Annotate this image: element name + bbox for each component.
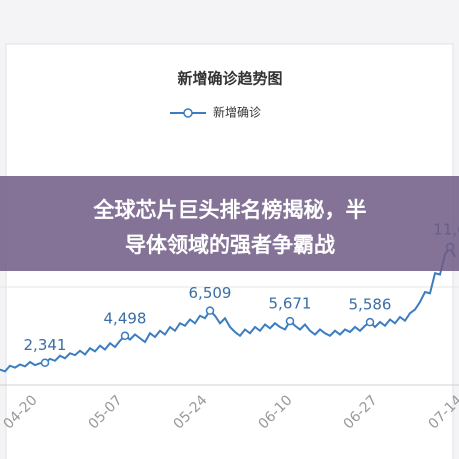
point — [40, 358, 50, 367]
data-label: 4,498 — [104, 309, 147, 327]
point — [365, 317, 375, 327]
data-label: 2,341 — [24, 336, 67, 354]
data-label: 5,671 — [269, 295, 312, 313]
line — [0, 245, 456, 373]
point — [120, 331, 130, 341]
data-label: 5,586 — [349, 296, 392, 314]
chart-title: 新增确诊趋势图 — [177, 70, 282, 88]
data-label: 6,509 — [189, 284, 232, 302]
banner-line: 导体领域的强者争霸战 — [125, 233, 335, 257]
banner-line: 全球芯片巨头排名榜揭秘，半 — [93, 198, 367, 222]
point — [285, 316, 295, 326]
legend-marker — [183, 108, 193, 118]
point — [205, 306, 215, 315]
banner — [0, 176, 459, 271]
legend-label: 新增确诊 — [213, 105, 261, 120]
legend: 新增确诊 — [170, 105, 261, 120]
